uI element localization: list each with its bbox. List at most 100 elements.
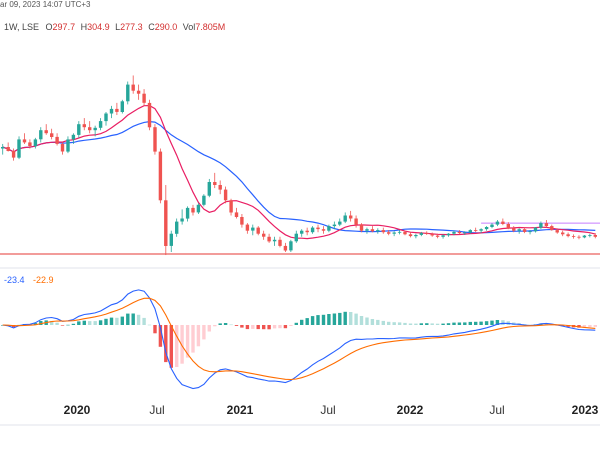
macd-histogram-bar	[468, 321, 472, 325]
candle-body	[93, 127, 97, 131]
macd-histogram-bar	[191, 325, 195, 353]
macd-histogram-bar	[332, 313, 337, 325]
time-tick-label: Jul	[149, 403, 164, 417]
candle-body	[240, 217, 244, 225]
candle-body	[55, 136, 59, 144]
candle-body	[463, 232, 467, 234]
macd-histogram-bar	[120, 316, 124, 325]
candle-body	[310, 227, 315, 233]
macd-histogram-bar	[278, 325, 282, 329]
macd-histogram-bar	[457, 322, 462, 325]
candle-body	[474, 230, 478, 231]
candle-body	[272, 239, 277, 242]
macd-histogram-bar	[115, 317, 119, 325]
volume-label: Vol	[182, 22, 196, 32]
time-tick-label: 2021	[227, 403, 254, 417]
ma-slow-line	[2, 120, 596, 234]
candle-body	[539, 223, 543, 228]
candle-body	[196, 204, 201, 213]
candle-body	[555, 230, 559, 233]
candle-body	[359, 224, 364, 231]
candle-body	[147, 102, 152, 128]
macd-line	[2, 289, 596, 390]
macd-histogram-bar	[98, 320, 103, 325]
candle-body	[1, 147, 5, 149]
candle-body	[370, 229, 375, 232]
open-label: O	[45, 22, 53, 32]
macd-histogram-bar	[484, 321, 489, 325]
candle-body	[164, 200, 168, 246]
macd-histogram-bar	[349, 312, 353, 325]
ohlc-legend: 1W, LSE O297.7 H304.9 L277.3 C290.0 Vol7…	[4, 22, 225, 36]
price-pane	[0, 75, 600, 256]
macd-histogram-bar	[234, 325, 239, 326]
macd-histogram-bar	[33, 323, 38, 325]
macd-histogram-bar	[582, 325, 587, 328]
macd-histogram-bar	[240, 325, 244, 328]
macd-histogram-bar	[501, 320, 505, 325]
candle-body	[207, 182, 211, 196]
macd-value: -23.4	[4, 275, 25, 285]
macd-histogram-bar	[136, 314, 141, 325]
candle-body	[365, 229, 369, 231]
candle-body	[468, 230, 472, 233]
candle-body	[213, 182, 217, 185]
macd-histogram-bar	[490, 320, 494, 325]
candle-body	[60, 143, 65, 152]
candle-body	[180, 218, 184, 222]
candle-body	[561, 232, 565, 235]
macd-histogram-bar	[452, 322, 456, 325]
macd-histogram-bar	[131, 313, 135, 325]
macd-histogram-bar	[109, 317, 114, 325]
candle-body	[17, 139, 21, 158]
time-tick-label: Jul	[489, 403, 504, 417]
candle-body	[327, 226, 331, 231]
macd-histogram-bar	[147, 324, 152, 326]
macd-histogram-bar	[300, 319, 304, 325]
candle-body	[419, 233, 423, 235]
candle-body	[115, 108, 119, 112]
macd-histogram-bar	[588, 325, 592, 327]
macd-histogram-bar	[392, 322, 396, 325]
candle-body	[349, 215, 353, 219]
macd-histogram-bar	[441, 323, 445, 325]
candle-body	[109, 108, 114, 114]
macd-histogram-bar	[495, 320, 500, 325]
candle-body	[22, 139, 27, 143]
macd-histogram-bar	[321, 314, 326, 325]
signal-line	[2, 297, 596, 381]
candle-body	[506, 224, 510, 229]
ma-fast-line	[2, 104, 596, 240]
candle-body	[517, 229, 521, 231]
macd-histogram-bar	[153, 325, 157, 334]
macd-histogram-bar	[387, 321, 391, 325]
candle-body	[245, 224, 250, 231]
candle-body	[544, 223, 549, 227]
macd-histogram-bar	[229, 324, 233, 326]
candle-body	[588, 235, 592, 236]
macd-histogram-bar	[414, 323, 418, 325]
candle-body	[430, 234, 434, 236]
candle-body	[267, 236, 271, 242]
candle-body	[256, 227, 260, 234]
candle-body	[452, 231, 456, 234]
macd-histogram-bar	[256, 325, 260, 330]
macd-histogram-bar	[267, 325, 271, 330]
candle-body	[234, 212, 239, 217]
candle-body	[593, 235, 597, 237]
macd-histogram-bar	[310, 316, 315, 325]
macd-histogram-bar	[425, 323, 429, 325]
macd-histogram-bar	[213, 325, 217, 327]
candle-body	[332, 224, 337, 227]
macd-histogram-bar	[474, 321, 478, 325]
macd-histogram-bar	[316, 315, 320, 325]
macd-histogram-bar	[104, 318, 108, 325]
candle-body	[490, 224, 494, 227]
candle-body	[403, 231, 407, 235]
macd-histogram-bar	[289, 325, 293, 326]
candle-body	[425, 233, 429, 234]
macd-histogram-bar	[93, 321, 97, 325]
macd-histogram-bar	[262, 325, 266, 330]
macd-histogram-bar	[66, 324, 70, 326]
